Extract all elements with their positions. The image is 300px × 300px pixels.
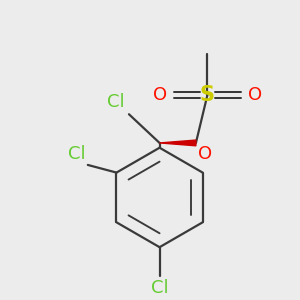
Text: Cl: Cl [106,93,124,111]
Text: S: S [200,85,215,105]
Polygon shape [160,140,196,146]
Text: Cl: Cl [68,145,86,163]
Text: O: O [198,145,212,163]
Text: O: O [248,86,262,104]
Text: O: O [153,86,167,104]
Text: Cl: Cl [151,279,168,297]
